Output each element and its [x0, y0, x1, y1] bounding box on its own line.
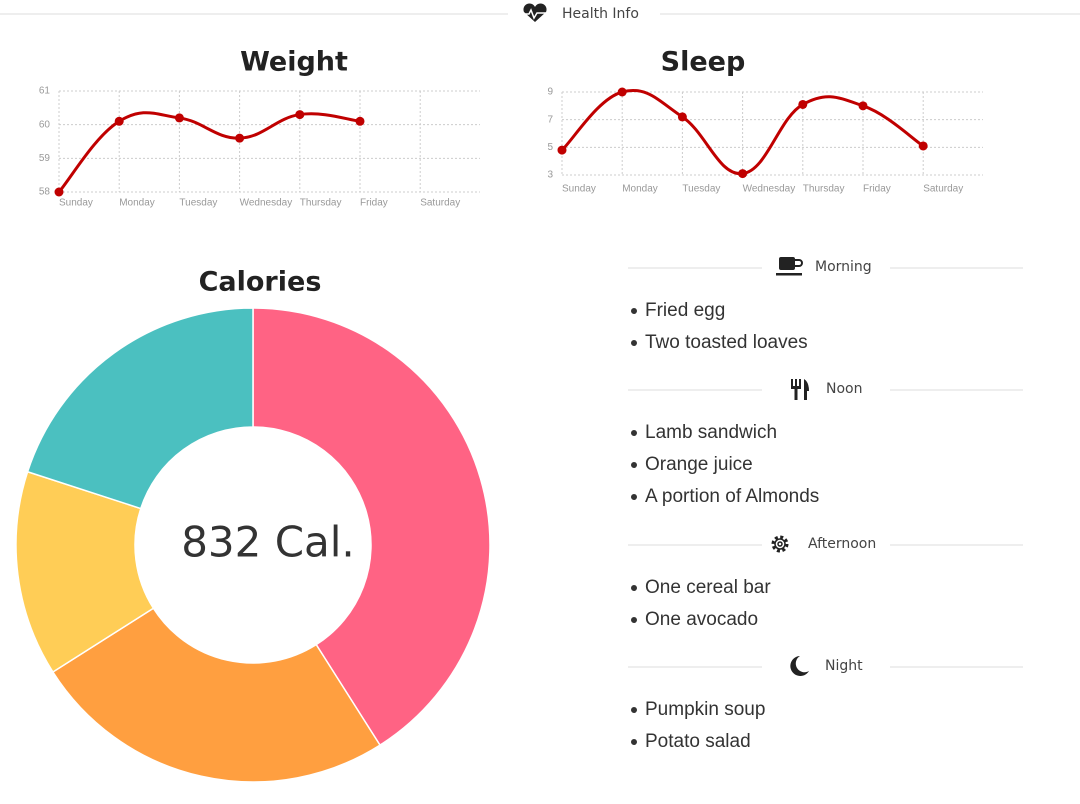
- x-tick-label: Tuesday: [179, 198, 217, 209]
- x-tick-label: Saturday: [420, 198, 460, 209]
- point: [295, 110, 305, 120]
- meal-item: Lamb sandwich: [645, 422, 777, 443]
- moon-icon: [790, 656, 809, 676]
- cup-icon: [776, 257, 803, 276]
- section-title: Afternoon: [808, 536, 876, 552]
- x-tick-label: Wednesday: [743, 184, 796, 195]
- section-title: Night: [825, 658, 863, 674]
- point: [174, 113, 184, 123]
- x-tick-label: Friday: [360, 198, 388, 209]
- point: [557, 145, 567, 155]
- point: [114, 116, 124, 126]
- x-tick-label: Sunday: [59, 198, 93, 209]
- y-tick-label: 59: [39, 153, 51, 164]
- x-tick-label: Tuesday: [682, 184, 720, 195]
- meal-item: Two toasted loaves: [645, 332, 808, 353]
- x-tick-label: Monday: [622, 184, 658, 195]
- meal-item: A portion of Almonds: [645, 486, 819, 507]
- point: [798, 99, 808, 109]
- bullet: [631, 617, 637, 623]
- x-tick-label: Saturday: [923, 184, 963, 195]
- x-tick-label: Sunday: [562, 184, 596, 195]
- section-title: Noon: [826, 381, 862, 397]
- x-tick-label: Thursday: [803, 184, 845, 195]
- heart-icon: [523, 3, 547, 22]
- donut-segment: [15, 470, 155, 674]
- x-tick-label: Monday: [119, 198, 155, 209]
- point: [235, 133, 245, 143]
- heart-icon-pulse: [524, 8, 546, 20]
- meal-item: Pumpkin soup: [645, 699, 765, 720]
- meal-item: One avocado: [645, 609, 758, 630]
- donut-segment: [252, 307, 491, 747]
- section-title: Morning: [815, 259, 872, 275]
- point: [858, 101, 868, 111]
- y-tick-label: 3: [547, 170, 553, 181]
- donut-segment: [51, 607, 382, 783]
- y-tick-label: 9: [547, 87, 553, 98]
- point: [54, 187, 64, 197]
- cutlery-icon: [791, 379, 809, 400]
- bullet: [631, 739, 637, 745]
- donut-segment: [26, 307, 254, 510]
- bullet: [631, 494, 637, 500]
- y-tick-label: 61: [39, 86, 51, 97]
- point: [677, 112, 687, 122]
- meal-item: One cereal bar: [645, 577, 771, 598]
- meal-item: Fried egg: [645, 300, 725, 321]
- y-tick-label: 7: [547, 114, 553, 125]
- header-title: Health Info: [562, 6, 639, 22]
- chart-title: Weight: [240, 47, 348, 78]
- chart-title: Calories: [199, 267, 322, 298]
- center-label: 832 Cal.: [181, 518, 355, 567]
- x-tick-label: Friday: [863, 184, 891, 195]
- x-tick-label: Thursday: [300, 198, 342, 209]
- bullet: [631, 308, 637, 314]
- bullet: [631, 340, 637, 346]
- point: [918, 141, 928, 151]
- y-tick-label: 5: [547, 142, 553, 153]
- bullet: [631, 462, 637, 468]
- meal-item: Orange juice: [645, 454, 753, 475]
- meal-item: Potato salad: [645, 731, 751, 752]
- chart-title: Sleep: [661, 47, 746, 78]
- bullet: [631, 430, 637, 436]
- y-tick-label: 58: [39, 187, 51, 198]
- bullet: [631, 707, 637, 713]
- x-tick-label: Wednesday: [240, 198, 293, 209]
- point: [355, 116, 365, 126]
- bullet: [631, 585, 637, 591]
- point: [738, 169, 748, 179]
- point: [617, 87, 627, 97]
- y-tick-label: 60: [39, 119, 51, 130]
- gear-icon: [771, 535, 789, 553]
